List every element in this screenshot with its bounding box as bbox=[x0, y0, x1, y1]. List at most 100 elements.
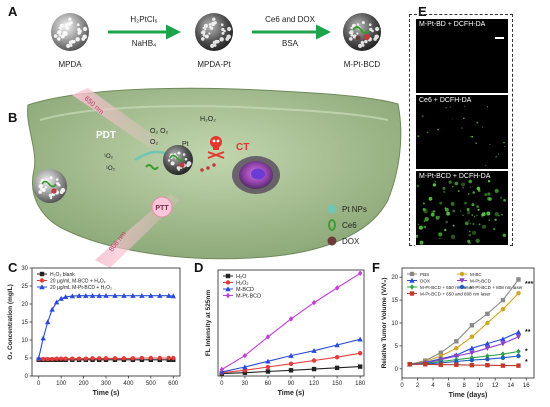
fluorescence-spot bbox=[424, 217, 429, 222]
fluorescence-spot bbox=[431, 210, 435, 214]
micro-label-1: M-Pt-BD + DCFH-DA bbox=[419, 21, 486, 28]
data-point bbox=[170, 293, 176, 299]
fluorescence-spot bbox=[469, 135, 471, 138]
panel-letter-f: F bbox=[372, 260, 380, 275]
pore bbox=[39, 187, 43, 191]
fluorescence-spot bbox=[446, 211, 450, 216]
fluorescence-spot bbox=[487, 196, 491, 201]
pore bbox=[62, 31, 67, 36]
fluorescence-spot bbox=[416, 184, 420, 188]
fluorescence-spot bbox=[502, 233, 506, 237]
data-point bbox=[225, 286, 231, 292]
panel-letter-d: D bbox=[194, 260, 203, 275]
data-point bbox=[62, 294, 69, 299]
series-line bbox=[409, 355, 519, 365]
pore bbox=[356, 32, 359, 35]
fluorescence-spot bbox=[498, 214, 500, 217]
series-line bbox=[38, 295, 174, 359]
y-tick-label: 25 bbox=[21, 284, 28, 290]
pore bbox=[167, 159, 171, 162]
data-point bbox=[157, 293, 163, 298]
tumor-tissue bbox=[27, 87, 402, 260]
fluorescence-spot bbox=[478, 223, 481, 226]
fluorescence-spot bbox=[503, 141, 505, 144]
y-tick-label: 20 bbox=[391, 275, 398, 281]
data-point bbox=[438, 353, 444, 359]
fluorescence-spot bbox=[451, 118, 453, 120]
fluorescence-spot bbox=[468, 219, 470, 222]
data-point bbox=[49, 356, 55, 362]
data-point bbox=[242, 352, 248, 359]
fluorescence-spot bbox=[449, 106, 452, 108]
data-point bbox=[484, 346, 491, 351]
m-pt-bcd-label: M-Pt-BCD bbox=[344, 60, 381, 69]
data-point bbox=[265, 358, 271, 364]
chart-f: F 0 2 4 6 8 10 12 14 16 0 5 10 15 20 Time (days) Relati… bbox=[372, 260, 535, 399]
pore bbox=[38, 184, 43, 189]
series-line bbox=[409, 279, 519, 365]
data-point bbox=[130, 356, 136, 361]
y-tick-label: 5 bbox=[25, 356, 29, 362]
fluorescence-spot bbox=[416, 234, 419, 238]
pore bbox=[76, 23, 80, 26]
data-point bbox=[485, 362, 490, 368]
significance-mark: ** bbox=[525, 329, 531, 336]
mpda-label: MPDA bbox=[58, 60, 82, 69]
fluorescence-spot bbox=[461, 182, 465, 187]
fluorescence-spot bbox=[448, 180, 452, 184]
pore bbox=[38, 190, 42, 194]
pore bbox=[221, 31, 225, 35]
pore bbox=[220, 23, 224, 26]
pore bbox=[49, 176, 53, 180]
data-point bbox=[225, 292, 231, 299]
mpda-particle bbox=[51, 13, 89, 51]
fluorescence-spot bbox=[457, 190, 460, 192]
fluorescence-spot bbox=[485, 164, 487, 166]
fluorescence-spot bbox=[445, 107, 447, 109]
legend-ce6-icon bbox=[328, 219, 336, 231]
pore bbox=[203, 23, 208, 28]
data-point bbox=[70, 356, 75, 361]
y-tick-label: 10 bbox=[391, 321, 398, 327]
data-point bbox=[438, 362, 444, 367]
singlet-oxygen-a: ¹O₂ bbox=[104, 154, 114, 160]
data-point bbox=[469, 362, 475, 368]
data-point bbox=[423, 362, 428, 367]
pore bbox=[83, 26, 88, 32]
pore bbox=[177, 168, 181, 171]
pore bbox=[45, 178, 48, 181]
fluorescence-spot bbox=[454, 181, 459, 186]
pore bbox=[201, 30, 206, 35]
fluorescence-spot bbox=[437, 232, 443, 237]
x-tick-label: 12 bbox=[492, 383, 499, 389]
fluorescence-spot bbox=[461, 127, 463, 129]
pore bbox=[60, 34, 65, 39]
fluorescence-spot bbox=[445, 220, 448, 224]
singlet-oxygen-b: ¹O₂ bbox=[106, 166, 116, 172]
x-tick-label: 200 bbox=[79, 381, 90, 387]
fluorescence-spot bbox=[422, 207, 426, 211]
data-point bbox=[516, 291, 521, 296]
data-point bbox=[242, 364, 248, 370]
pore bbox=[368, 23, 372, 26]
data-point bbox=[171, 355, 176, 361]
data-point bbox=[45, 356, 50, 362]
ptt-label: PTT bbox=[155, 205, 169, 212]
data-point bbox=[484, 340, 491, 346]
micro-label-2: Ce6 + DCFH-DA bbox=[419, 97, 472, 104]
pore bbox=[349, 30, 354, 35]
legend-entry: H₂O₂ blank bbox=[50, 272, 75, 278]
x-tick-label: 0 bbox=[220, 381, 224, 387]
fluorescence-spot bbox=[482, 224, 487, 229]
nanoparticle-outside bbox=[33, 169, 67, 203]
fluorescence-spot bbox=[494, 212, 499, 217]
fluorescence-spot bbox=[452, 224, 455, 227]
micro-image-2: Ce6 + DCFH-DA bbox=[415, 94, 509, 170]
pore bbox=[214, 44, 217, 47]
panel-letter-c: C bbox=[8, 260, 18, 275]
data-point bbox=[409, 284, 415, 290]
pore bbox=[55, 178, 59, 181]
pore bbox=[214, 39, 219, 44]
pore bbox=[41, 188, 46, 192]
